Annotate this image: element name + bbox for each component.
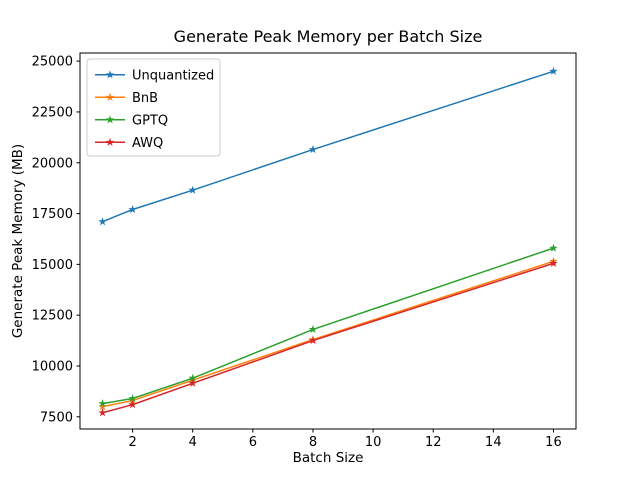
y-tick-label: 22500	[32, 105, 73, 120]
x-tick-label: 16	[545, 435, 562, 450]
legend-label: Unquantized	[132, 68, 214, 83]
legend-box	[86, 58, 221, 157]
series-awq	[98, 258, 558, 417]
data-point-marker	[128, 394, 137, 403]
data-point-marker	[308, 145, 318, 154]
x-axis-label: Batch Size	[293, 450, 364, 466]
data-point-marker	[98, 402, 107, 411]
y-axis-label: Generate Peak Memory (MB)	[10, 144, 26, 338]
legend-marker	[105, 137, 115, 146]
legend-item-bnb: BnB	[95, 91, 158, 106]
x-tick-label: 8	[309, 435, 317, 450]
data-point-marker	[188, 373, 198, 382]
y-tick-label: 15000	[32, 258, 73, 273]
y-tick-label: 10000	[32, 359, 73, 374]
y-tick-label: 17500	[32, 207, 73, 222]
legend-marker	[105, 70, 115, 79]
y-axis-ticks: 7500 10000 12500 15000 17500 20000 22500 25000	[32, 55, 80, 425]
data-point-marker	[128, 205, 137, 214]
x-tick-label: 10	[365, 435, 382, 450]
data-point-marker	[188, 185, 198, 194]
x-tick-label: 2	[128, 435, 136, 450]
data-point-marker	[549, 243, 558, 252]
data-point-marker	[308, 324, 318, 334]
y-tick-label: 12500	[32, 309, 73, 324]
x-tick-label: 14	[485, 435, 502, 450]
y-tick-label: 7500	[40, 410, 73, 425]
legend-label: BnB	[132, 91, 158, 106]
data-point-marker	[549, 258, 558, 267]
axes-frame	[79, 52, 577, 430]
data-point-marker	[98, 217, 107, 226]
series-unquantized	[98, 66, 558, 226]
series-line	[102, 262, 554, 414]
legend-item-unquantized: Unquantized	[95, 68, 214, 83]
x-axis-ticks: 2 4 6 8 10 12 14 16	[128, 429, 562, 450]
x-tick-label: 12	[425, 435, 442, 450]
legend: Unquantized BnB GPTQ AWQ	[86, 58, 221, 157]
legend-label: AWQ	[132, 136, 163, 151]
legend-item-awq: AWQ	[95, 136, 163, 151]
data-point-marker	[188, 378, 198, 387]
data-point-marker	[128, 400, 137, 409]
y-tick-label: 20000	[32, 156, 73, 171]
legend-item-gptq: GPTQ	[95, 113, 168, 128]
chart-title: Generate Peak Memory per Batch Size	[174, 27, 483, 46]
legend-marker	[105, 92, 115, 101]
data-point-marker	[98, 399, 107, 408]
plot-area: 2 4 6 8 10 12 14 16 7500 10000 12500 15000 17500 2000…	[32, 52, 577, 450]
legend-marker	[105, 115, 115, 124]
legend-label: GPTQ	[132, 113, 168, 128]
series-gptq	[98, 243, 558, 408]
series-line	[102, 247, 554, 405]
y-tick-label: 25000	[32, 55, 73, 70]
data-point-marker	[308, 336, 318, 345]
data-point-marker	[98, 408, 107, 417]
data-point-marker	[549, 66, 558, 75]
series-line	[102, 260, 554, 408]
x-tick-label: 4	[189, 435, 197, 450]
x-tick-label: 6	[249, 435, 257, 450]
